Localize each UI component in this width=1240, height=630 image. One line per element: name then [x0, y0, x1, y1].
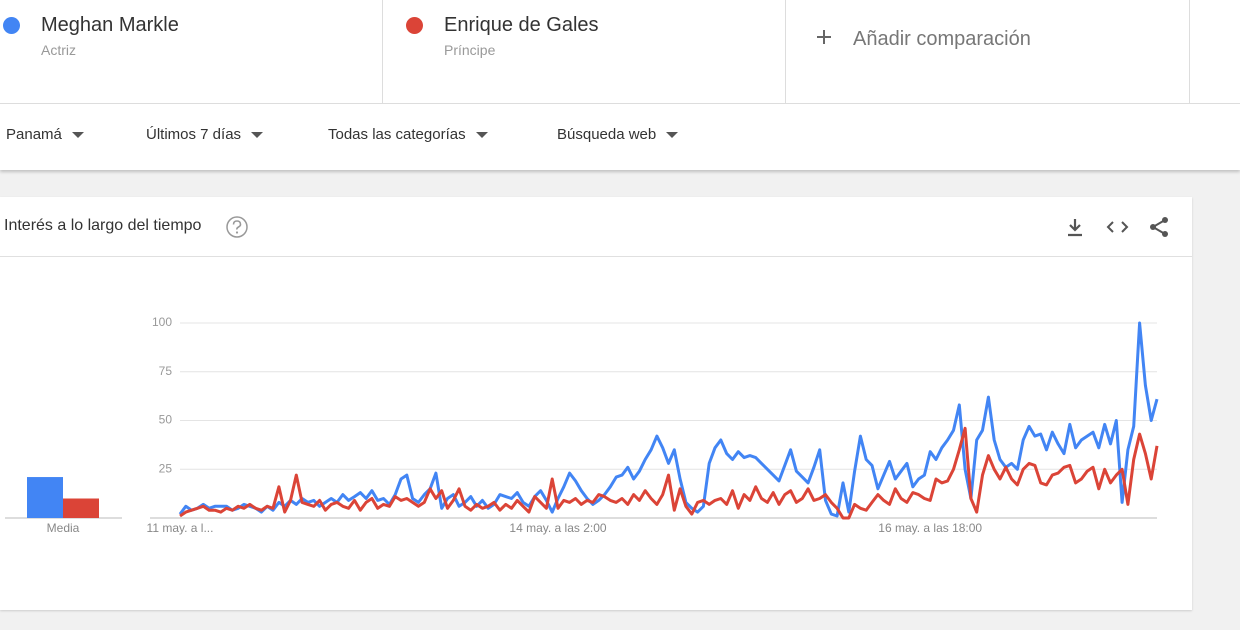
- filter-dropdown[interactable]: Búsqueda web: [557, 126, 679, 143]
- series-line: [178, 321, 1159, 518]
- legend-dot: [3, 17, 20, 34]
- add-comparison[interactable]: Añadir comparación: [853, 28, 1031, 50]
- filter-label: Búsqueda web: [557, 126, 657, 143]
- term: Enrique de Gales: [444, 14, 599, 36]
- filter-bar: [0, 103, 1240, 171]
- plus-icon: [817, 30, 831, 44]
- series-line: [179, 426, 1159, 520]
- average-bar: [27, 477, 63, 518]
- average-label: Media: [47, 521, 80, 535]
- term-card[interactable]: [0, 0, 383, 103]
- term-card[interactable]: [383, 0, 786, 103]
- x-tick-label: 16 may. a las 18:00: [878, 521, 982, 535]
- add-comparison-card[interactable]: [786, 0, 1190, 103]
- x-tick-label: 11 may. a l...: [147, 521, 214, 535]
- filter-dropdown[interactable]: Últimos 7 días: [146, 126, 264, 143]
- chart-card: [0, 197, 1192, 610]
- term-subtitle: Príncipe: [444, 42, 496, 58]
- help-icon[interactable]: [225, 215, 249, 239]
- filter-label: Panamá: [6, 126, 62, 143]
- card-actions: [1068, 217, 1168, 237]
- legend-dot: [406, 17, 423, 34]
- embed-icon[interactable]: [1106, 221, 1129, 233]
- y-tick-label: 25: [159, 461, 173, 475]
- card-title: Interés a lo largo del tiempo: [4, 217, 202, 234]
- dropdown-arrow: [475, 132, 488, 139]
- term-subtitle: Actriz: [41, 42, 76, 58]
- filter-dropdown[interactable]: Todas las categorías: [328, 126, 488, 143]
- filter-label: Todas las categorías: [328, 126, 466, 143]
- download-icon[interactable]: [1068, 219, 1082, 237]
- dropdown-arrow: [71, 132, 84, 139]
- share-icon[interactable]: [1150, 217, 1168, 237]
- divider: [0, 256, 1192, 257]
- filter-dropdown[interactable]: Panamá: [6, 126, 84, 143]
- header: [0, 0, 1240, 170]
- y-tick-label: 75: [159, 364, 173, 378]
- dropdown-arrow: [251, 132, 264, 139]
- x-tick-label: 14 may. a las 2:00: [509, 521, 606, 535]
- y-tick-label: 50: [159, 413, 173, 427]
- filter-label: Últimos 7 días: [146, 126, 242, 143]
- average-bar: [63, 498, 99, 518]
- y-tick-label: 100: [152, 315, 172, 329]
- term: Meghan Markle: [41, 14, 179, 36]
- dropdown-arrow: [666, 132, 679, 139]
